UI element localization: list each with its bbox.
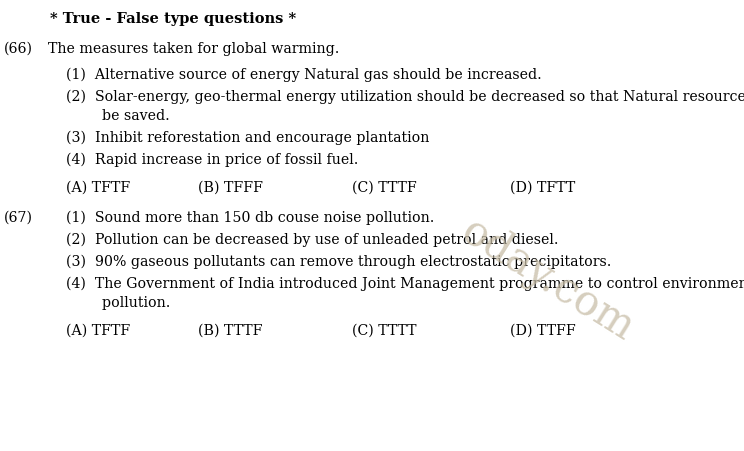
Text: (A) TFTF: (A) TFTF — [66, 181, 130, 195]
Text: (B) TTTF: (B) TTTF — [198, 324, 263, 338]
Text: (66): (66) — [4, 42, 33, 56]
Text: oday.com: oday.com — [454, 210, 643, 350]
Text: pollution.: pollution. — [66, 296, 170, 310]
Text: (4)  The Government of India introduced Joint Management programme to control en: (4) The Government of India introduced J… — [66, 277, 744, 291]
Text: (C) TTTF: (C) TTTF — [352, 181, 417, 195]
Text: be saved.: be saved. — [66, 109, 170, 123]
Text: (2)  Pollution can be decreased by use of unleaded petrol and diesel.: (2) Pollution can be decreased by use of… — [66, 233, 559, 248]
Text: (1)  Sound more than 150 db couse noise pollution.: (1) Sound more than 150 db couse noise p… — [66, 211, 434, 226]
Text: (2)  Solar-energy, geo-thermal energy utilization should be decreased so that Na: (2) Solar-energy, geo-thermal energy uti… — [66, 90, 744, 104]
Text: (67): (67) — [4, 211, 33, 225]
Text: * True - False type questions *: * True - False type questions * — [50, 12, 296, 26]
Text: (3)  Inhibit reforestation and encourage plantation: (3) Inhibit reforestation and encourage … — [66, 131, 429, 145]
Text: (4)  Rapid increase in price of fossil fuel.: (4) Rapid increase in price of fossil fu… — [66, 153, 359, 167]
Text: (3)  90% gaseous pollutants can remove through electrostatic precipitators.: (3) 90% gaseous pollutants can remove th… — [66, 255, 612, 269]
Text: (D) TFTT: (D) TFTT — [510, 181, 575, 195]
Text: (B) TFFF: (B) TFFF — [198, 181, 263, 195]
Text: (D) TTFF: (D) TTFF — [510, 324, 576, 338]
Text: (A) TFTF: (A) TFTF — [66, 324, 130, 338]
Text: (1)  Alternative source of energy Natural gas should be increased.: (1) Alternative source of energy Natural… — [66, 68, 542, 83]
Text: The measures taken for global warming.: The measures taken for global warming. — [48, 42, 339, 56]
Text: (C) TTTT: (C) TTTT — [352, 324, 417, 338]
